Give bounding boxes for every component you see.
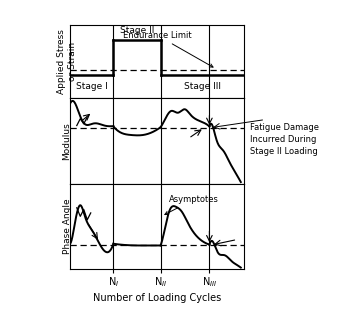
Text: Endurance Limit: Endurance Limit (123, 31, 213, 67)
Y-axis label: Modulus: Modulus (62, 122, 72, 160)
Y-axis label: Phase Angle: Phase Angle (62, 199, 72, 255)
X-axis label: Number of Loading Cycles: Number of Loading Cycles (93, 293, 221, 303)
Y-axis label: Applied Stress
or Strain: Applied Stress or Strain (57, 29, 77, 94)
Text: Fatigue Damage
Incurred During
Stage II Loading: Fatigue Damage Incurred During Stage II … (250, 123, 319, 156)
Text: Stage I: Stage I (76, 82, 107, 91)
Text: Stage II: Stage II (120, 26, 154, 35)
Text: Stage III: Stage III (184, 82, 221, 91)
Text: Asymptotes: Asymptotes (165, 195, 219, 215)
